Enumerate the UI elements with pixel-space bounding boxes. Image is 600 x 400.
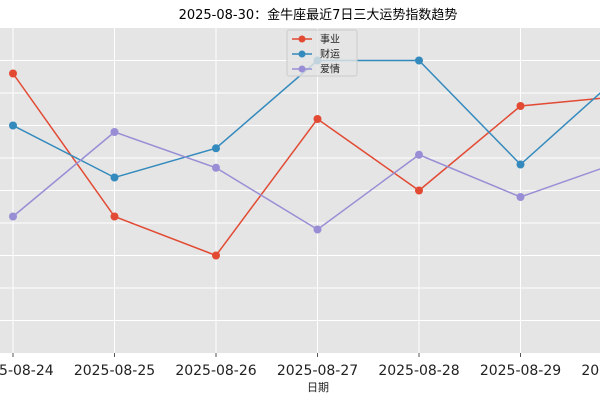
x-axis-ticks: 2025-08-24 2025-08-25 2025-08-26 2025-08-27… [0, 353, 600, 379]
data-point [516, 160, 525, 169]
legend-marker [298, 65, 306, 73]
legend-label: 事业 [320, 33, 340, 46]
x-tick-label: 2025-08-29 [480, 363, 561, 379]
data-point [212, 163, 220, 172]
x-tick-label: 2025-08-27 [277, 363, 358, 379]
x-axis-label: 日期 [307, 381, 329, 394]
x-tick-label: 2025-08-26 [175, 363, 256, 379]
data-point [516, 102, 525, 110]
data-point [415, 150, 423, 159]
data-point [110, 173, 119, 182]
legend-label: 财运 [320, 48, 340, 61]
data-point [110, 128, 119, 136]
data-point [110, 212, 119, 221]
chart-title: 2025-08-30：金牛座最近7日三大运势指数趋势 [179, 7, 458, 23]
data-point [9, 212, 17, 221]
legend-label: 爱情 [320, 63, 340, 76]
x-tick-label: 2025-08-30 [581, 363, 600, 379]
x-tick-label: 2025-08-25 [74, 363, 155, 379]
data-point [415, 56, 423, 65]
legend-box [286, 29, 358, 77]
data-point [9, 121, 17, 130]
legend-marker [298, 35, 306, 43]
data-point [313, 225, 322, 234]
data-point [212, 144, 220, 153]
data-point [415, 186, 423, 195]
x-tick-label: 2025-08-28 [378, 363, 459, 379]
x-tick-label: 2025-08-24 [0, 363, 54, 379]
legend-marker [298, 50, 306, 58]
data-point [212, 251, 220, 260]
data-point [313, 115, 322, 123]
data-point [516, 193, 525, 201]
data-point [9, 69, 17, 78]
